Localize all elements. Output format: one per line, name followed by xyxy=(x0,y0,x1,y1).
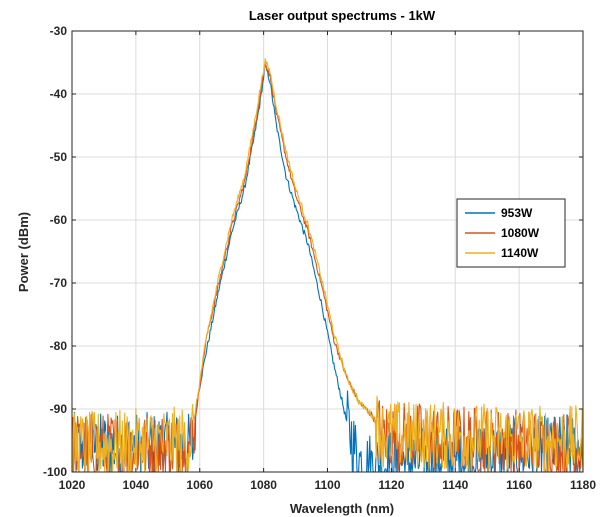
y-tick-label: -40 xyxy=(50,87,68,101)
chart-title: Laser output spectrums - 1kW xyxy=(249,8,436,23)
y-tick-label: -50 xyxy=(50,150,68,164)
y-tick-label: -30 xyxy=(50,24,68,38)
x-axis-label: Wavelength (nm) xyxy=(290,501,394,516)
y-tick-label: -70 xyxy=(50,276,68,290)
legend-label-1140W: 1140W xyxy=(501,246,539,260)
y-tick-label: -80 xyxy=(50,339,68,353)
y-axis-label: Power (dBm) xyxy=(16,212,31,292)
x-tick-label: 1140 xyxy=(442,478,468,492)
x-tick-label: 1060 xyxy=(186,478,213,492)
x-tick-label: 1080 xyxy=(250,478,277,492)
series-layer xyxy=(71,58,584,473)
y-tick-label: -100 xyxy=(43,465,67,479)
axis-ticks: 1020 1040 1060 1080 1100 1120 1140 1160 1180 -100… xyxy=(43,24,596,492)
y-tick-label: -90 xyxy=(50,402,68,416)
legend-label-1080W: 1080W xyxy=(501,226,540,240)
x-tick-label: 1040 xyxy=(123,478,150,492)
legend: 953W 1080W 1140W xyxy=(456,198,566,268)
x-tick-label: 1100 xyxy=(314,478,340,492)
x-tick-label: 1160 xyxy=(506,478,532,492)
x-tick-label: 1180 xyxy=(570,478,596,492)
series-line-1140W xyxy=(71,58,584,473)
legend-label-953W: 953W xyxy=(501,206,533,220)
x-tick-label: 1120 xyxy=(378,478,404,492)
y-tick-label: -60 xyxy=(50,213,68,227)
x-tick-label: 1020 xyxy=(59,478,86,492)
